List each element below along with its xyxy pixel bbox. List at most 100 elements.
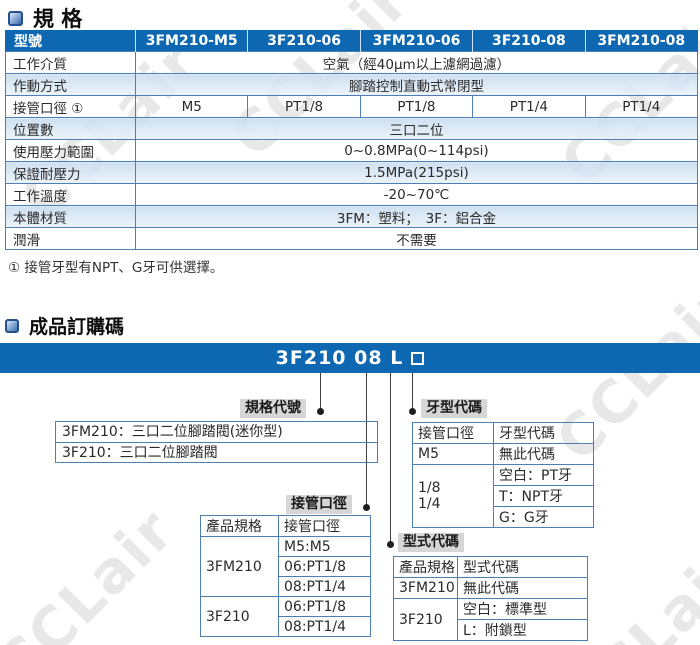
spec-code-box: 3FM210：三口二位腳踏閥(迷你型) 3F210：三口二位腳踏閥 xyxy=(55,421,378,463)
spec-header-col: 3FM210-06 xyxy=(360,30,474,52)
spec-row-label: 本體材質 xyxy=(5,205,136,228)
spec-row: 作動方式 腳踏控制直動式常閉型 xyxy=(5,73,698,96)
spec-row-value: M5 xyxy=(134,95,249,118)
port-table-header: 接管口徑 xyxy=(278,515,371,537)
connector-dot xyxy=(387,541,394,548)
table-row: G：G牙 xyxy=(413,506,594,528)
table-row: 06:PT1/8 xyxy=(201,556,371,577)
port-line: 1/8 xyxy=(418,480,441,496)
spec-row-label: 保證耐壓力 xyxy=(5,161,136,184)
spec-row: 接管口徑 ① M5 PT1/8 PT1/8 PT1/4 PT1/4 xyxy=(5,95,698,118)
table-row: 3F210 06:PT1/8 xyxy=(200,596,371,637)
connector-line xyxy=(320,373,321,412)
spec-table: 型號 3FM210-M5 3F210-06 3FM210-06 3F210-08… xyxy=(5,30,698,250)
spec-row-label: 工作介質 xyxy=(5,51,136,74)
table-row: M5 無此代碼 xyxy=(412,443,594,465)
thread-code-cell: G：G牙 xyxy=(493,506,594,528)
spec-row-value: 1.5MPa(215psi) xyxy=(135,161,698,184)
connector-line xyxy=(366,373,367,508)
port-model-cell: 3F210 xyxy=(200,596,279,637)
spec-row-value: PT1/8 xyxy=(359,95,474,118)
spec-header-row: 型號 3FM210-M5 3F210-06 3FM210-06 3F210-08… xyxy=(5,30,698,52)
type-code-cell: 空白：標準型 xyxy=(457,598,588,620)
port-option-cell: M5:M5 xyxy=(278,536,371,557)
spec-row-label: 位置數 xyxy=(5,117,136,140)
spec-row-value: 腳踏控制直動式常閉型 xyxy=(135,73,698,96)
spec-code-line: 3F210：三口二位腳踏閥 xyxy=(56,442,377,462)
table-row: 3F210 空白：標準型 xyxy=(393,598,588,641)
spec-row-value: -20~70℃ xyxy=(135,183,698,206)
table-row: 3FM210 無此代碼 xyxy=(393,577,588,599)
type-code-label: 型式代碼 xyxy=(398,533,464,552)
connector-line xyxy=(412,373,413,412)
connector-dot xyxy=(409,408,416,415)
port-size-label: 接管口徑 xyxy=(286,495,352,514)
ordering-section-header: 成品訂購碼 xyxy=(5,312,124,339)
connector-dot xyxy=(363,504,370,511)
connector-line xyxy=(390,373,391,545)
spec-code-line: 3FM210：三口二位腳踏閥(迷你型) xyxy=(62,424,283,440)
section-bullet-icon xyxy=(8,10,23,26)
spec-row: 工作介質 空氣（經40μm以上濾網過濾） xyxy=(5,51,698,74)
table-row: 產品規格 接管口徑 xyxy=(200,515,371,537)
thread-table-header: 牙型代碼 xyxy=(493,422,594,444)
port-option-cell: 06:PT1/8 xyxy=(278,596,371,617)
port-option-cell: 08:PT1/4 xyxy=(278,616,371,637)
spec-row: 潤滑 不需要 xyxy=(5,227,698,250)
thread-code-cell: 無此代碼 xyxy=(493,443,594,465)
table-row: 產品規格 型式代碼 xyxy=(393,556,588,578)
thread-code-label: 牙型代碼 xyxy=(421,399,487,418)
spec-row-value: PT1/4 xyxy=(472,95,586,118)
spec-header-col: 3FM210-M5 xyxy=(135,30,249,52)
port-table-header: 產品規格 xyxy=(200,515,279,537)
type-table-header: 型式代碼 xyxy=(457,556,588,578)
table-row: 1/8 1/4 空白：PT牙 xyxy=(412,464,594,528)
spec-row: 工作溫度 -20~70℃ xyxy=(5,183,698,206)
spec-row: 使用壓力範圍 0~0.8MPa(0~114psi) xyxy=(5,139,698,162)
port-option-cell: 06:PT1/8 xyxy=(278,556,371,577)
table-row: 3FM210 M5:M5 xyxy=(200,536,371,597)
spec-row-label: 使用壓力範圍 xyxy=(5,139,136,162)
table-row: 接管口徑 牙型代碼 xyxy=(412,422,594,444)
type-model-cell: 3F210 xyxy=(393,598,458,641)
port-model-cell: 3FM210 xyxy=(200,536,279,597)
ordering-section-title: 成品訂購碼 xyxy=(29,316,125,338)
section-bullet-icon xyxy=(5,318,19,333)
type-code-cell: L：附鎖型 xyxy=(457,619,588,641)
table-row: 08:PT1/4 xyxy=(201,576,371,597)
order-code-text: 3F210 08 L xyxy=(275,347,404,369)
thread-port-cell: 1/8 1/4 xyxy=(412,464,494,528)
spec-header-model: 型號 xyxy=(5,30,136,52)
type-model-cell: 3FM210 xyxy=(393,577,458,599)
spec-row-value: PT1/8 xyxy=(247,95,361,118)
thread-code-cell: T：NPT牙 xyxy=(493,485,594,507)
spec-row-value: 三口二位 xyxy=(135,117,698,140)
spec-row-label: 工作溫度 xyxy=(5,183,136,206)
table-row: L：附鎖型 xyxy=(394,619,588,641)
type-code-cell: 無此代碼 xyxy=(457,577,588,599)
thread-port-cell: M5 xyxy=(412,443,494,465)
spec-header-col: 3F210-08 xyxy=(472,30,586,52)
thread-table-header: 接管口徑 xyxy=(412,422,494,444)
footnote: ① 接管牙型有NPT、G牙可供選擇。 xyxy=(8,260,224,276)
spec-row-label: 接管口徑 ① xyxy=(5,95,136,118)
port-option-cell: 08:PT1/4 xyxy=(278,576,371,597)
code-option-box xyxy=(411,351,425,365)
thread-code-table: 接管口徑 牙型代碼 M5 無此代碼 1/8 1/4 空白：PT牙 T：NPT牙 … xyxy=(412,422,594,528)
spec-row-value: 0~0.8MPa(0~114psi) xyxy=(135,139,698,162)
spec-row-value: 3FM：塑料； 3F：鋁合金 xyxy=(135,205,698,228)
spec-row-value: 空氣（經40μm以上濾網過濾） xyxy=(135,51,698,74)
spec-row-label: 作動方式 xyxy=(5,73,136,96)
type-table-header: 產品規格 xyxy=(393,556,458,578)
port-line: 1/4 xyxy=(418,496,441,512)
spec-header-col: 3F210-06 xyxy=(247,30,361,52)
port-size-table: 產品規格 接管口徑 3FM210 M5:M5 06:PT1/8 08:PT1/4… xyxy=(200,515,371,637)
spec-row: 本體材質 3FM：塑料； 3F：鋁合金 xyxy=(5,205,698,228)
spec-row: 位置數 三口二位 xyxy=(5,117,698,140)
watermark-text: CCLair xyxy=(0,495,188,645)
spec-row: 保證耐壓力 1.5MPa(215psi) xyxy=(5,161,698,184)
type-code-table: 產品規格 型式代碼 3FM210 無此代碼 3F210 空白：標準型 L：附鎖型 xyxy=(393,556,588,641)
spec-section-header: 規 格 xyxy=(8,3,82,33)
spec-code-label: 規格代號 xyxy=(240,399,306,418)
